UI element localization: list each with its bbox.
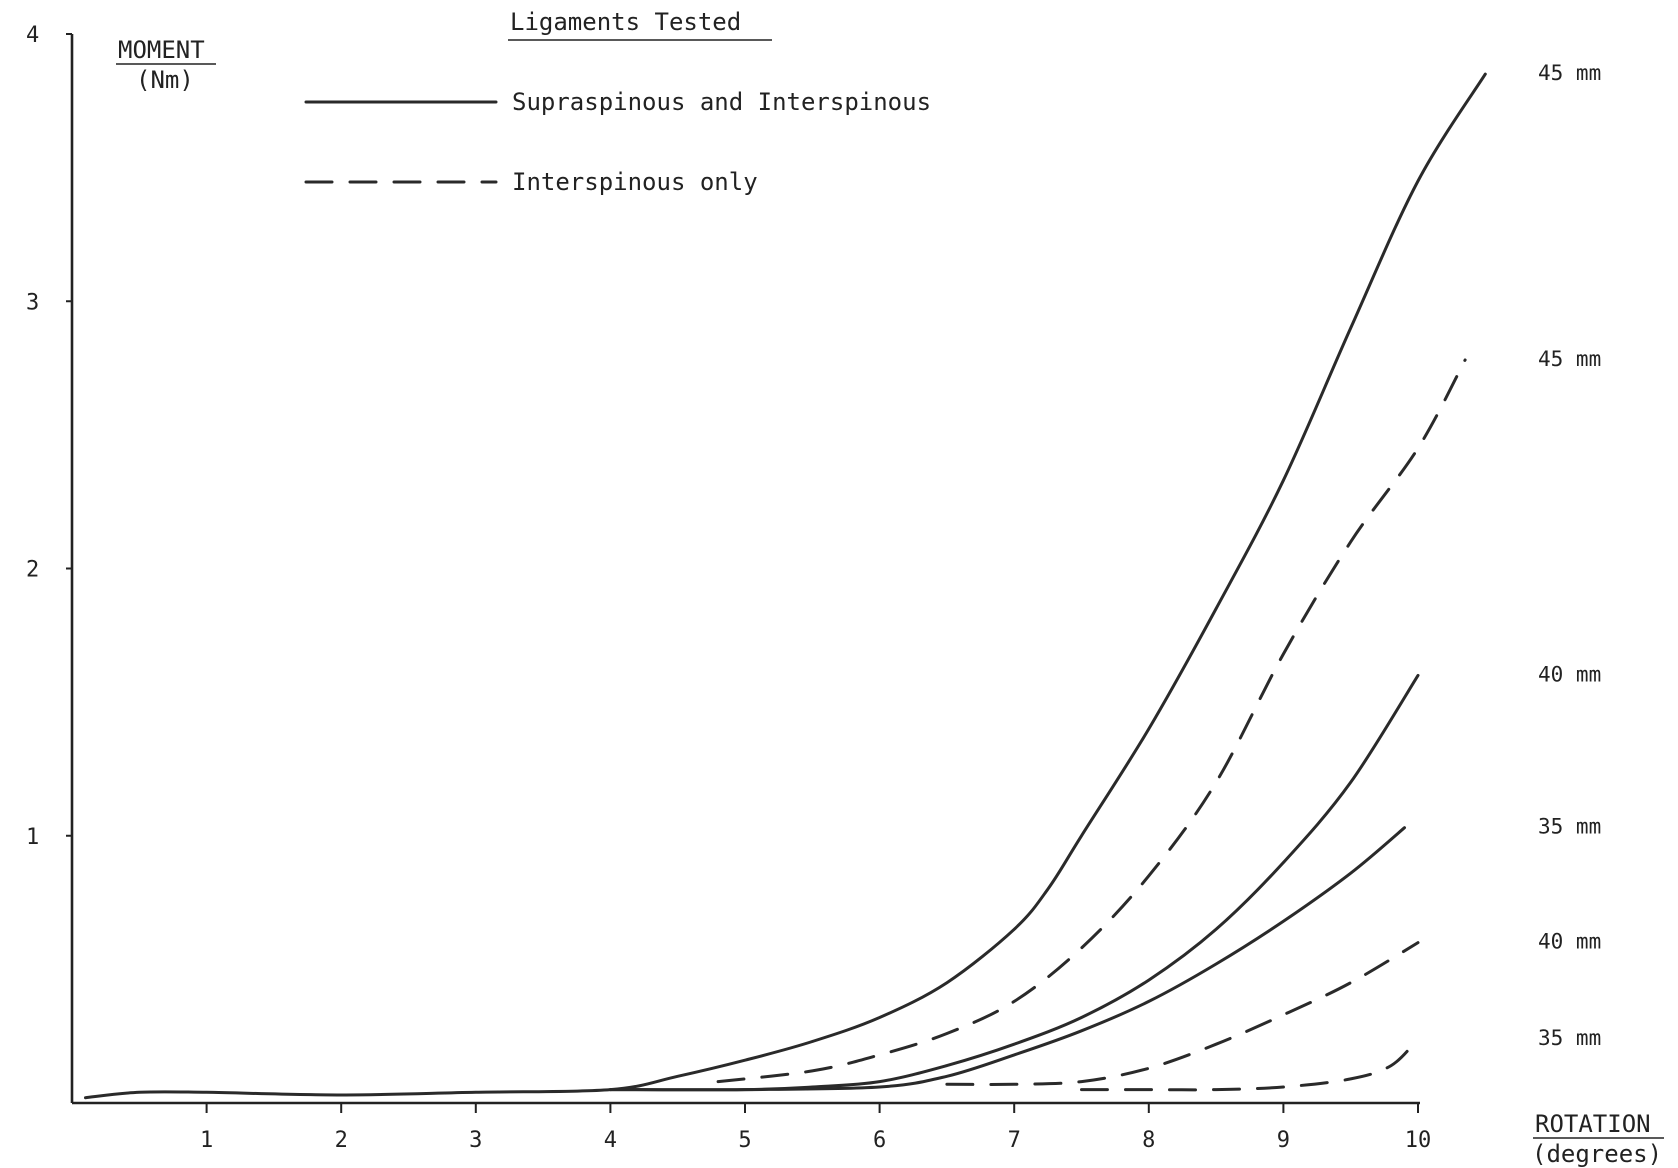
legend-entry-solid: Supraspinous and Interspinous (512, 88, 931, 116)
curve-labels: 45 mm 40 mm 35 mm 45 mm 40 mm 35 mm (1538, 61, 1601, 1050)
y-axis-title-top: MOMENT (118, 36, 205, 64)
ticks: 1 2 3 4 5 6 7 8 9 10 1 2 3 4 (26, 23, 1431, 1153)
curve-end-label: 40 mm (1538, 930, 1601, 954)
x-tick-label: 6 (873, 1128, 886, 1153)
x-tick-label: 7 (1008, 1128, 1021, 1153)
x-tick-label: 8 (1142, 1128, 1155, 1153)
x-axis-title-bottom: (degrees) (1532, 1140, 1662, 1168)
curve-end-label: 35 mm (1538, 1026, 1601, 1050)
legend: Ligaments Tested Supraspinous and Inters… (304, 8, 931, 196)
y-tick-label: 3 (26, 290, 39, 315)
curve-end-label: 40 mm (1538, 662, 1601, 686)
series-line-interspinous-only-45-mm (716, 358, 1467, 1084)
legend-entry-dashed: Interspinous only (512, 168, 758, 196)
legend-title: Ligaments Tested (510, 8, 741, 36)
x-tick-label: 10 (1405, 1128, 1432, 1153)
y-tick-label: 2 (26, 558, 39, 583)
x-tick-label: 9 (1277, 1128, 1290, 1153)
series-line-supraspinous-interspinous-40-mm (608, 673, 1420, 1092)
series-line-supraspinous-interspinous-45-mm (84, 72, 1487, 1100)
y-tick-label: 4 (26, 23, 39, 48)
series-lines (84, 72, 1487, 1100)
curve-end-label: 45 mm (1538, 347, 1601, 371)
series-line-supraspinous-interspinous-35-mm (608, 826, 1406, 1092)
x-tick-label: 5 (738, 1128, 751, 1153)
x-tick-label: 2 (335, 1128, 348, 1153)
x-tick-label: 4 (604, 1128, 617, 1153)
x-tick-label: 3 (469, 1128, 482, 1153)
y-axis-title-bottom: (Nm) (136, 66, 194, 94)
curve-end-label: 35 mm (1538, 815, 1601, 839)
series-line-interspinous-only-35-mm (1080, 1037, 1420, 1092)
x-axis-title-top: ROTATION (1535, 1110, 1651, 1138)
series-line-interspinous-only-40-mm (945, 941, 1420, 1086)
y-tick-label: 1 (26, 825, 39, 850)
curve-end-label: 45 mm (1538, 61, 1601, 85)
x-tick-label: 1 (200, 1128, 213, 1153)
